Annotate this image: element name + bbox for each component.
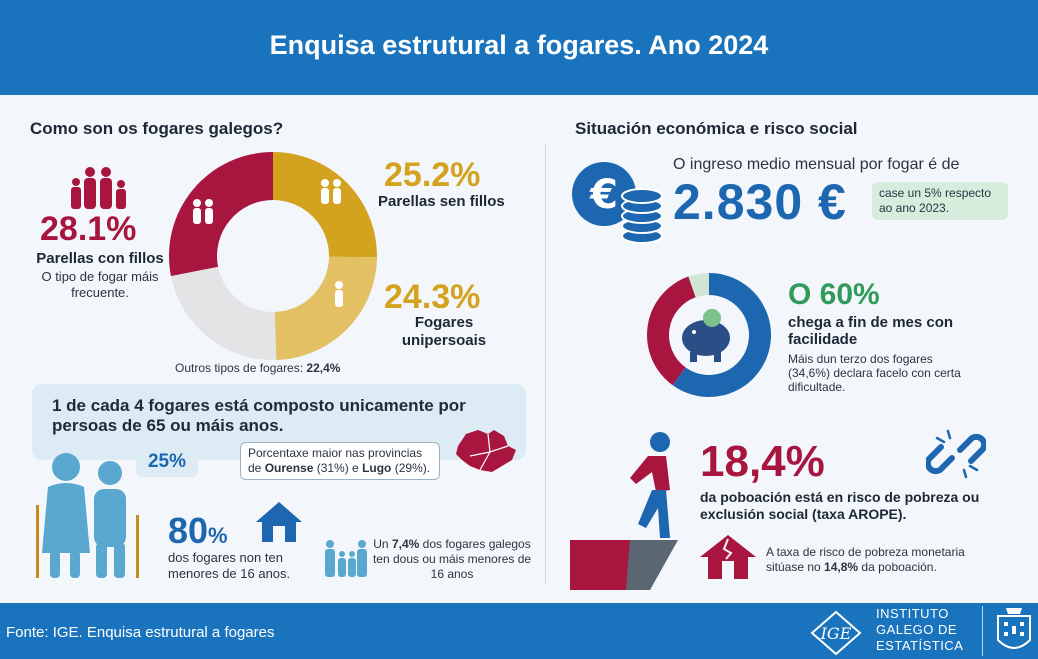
donut-segment-rest — [688, 273, 709, 298]
other-households-pct: 22,4% — [306, 361, 341, 375]
donut-segment-single — [274, 256, 377, 360]
provinces-note-part2: (31%) e — [313, 461, 363, 475]
kids16-text-b: dos fogares galegos ten dous ou máis men… — [372, 537, 532, 581]
end-of-month-note: Máis dun terzo dos fogares (34,6%) decla… — [788, 352, 961, 394]
other-households-label: Outros tipos de fogares: 22,4% — [175, 361, 340, 375]
institute-name-line2: GALEGO DE — [876, 622, 958, 637]
left-section-title: Como son os fogares galegos? — [30, 119, 284, 138]
monetary-poverty-label: A taxa de risco de pobreza monetaria sit… — [766, 545, 996, 575]
ige-logo[interactable]: IGE — [810, 610, 862, 656]
no-kids16-pct-value: 80 — [168, 510, 209, 551]
couples-with-kids-note: O tipo de fogar máis frecuente. — [41, 269, 159, 300]
family-icon — [71, 167, 126, 209]
end-of-month-donut — [647, 273, 771, 397]
income-note-text: case un 5% respecto ao ano 2023. — [879, 186, 992, 215]
cracked-house-icon — [700, 535, 756, 579]
no-kids16-label: dos fogares non ten menores de 16 anos. — [168, 550, 291, 581]
page-title: Enquisa estrutural a fogares. Ano 2024 — [269, 30, 769, 60]
province-ourense: Ourense — [264, 461, 314, 475]
climbing-person-icon — [570, 432, 678, 590]
provinces-note-part3: (29%). — [391, 461, 431, 475]
euro-coins-icon: € — [572, 162, 663, 244]
family-with-kids-icon — [325, 540, 367, 577]
galicia-map-icon — [456, 430, 516, 472]
donut-segment-ease — [672, 273, 771, 397]
ige-logo-text: IGE — [820, 624, 852, 643]
header-bar — [0, 0, 1038, 95]
other-households-text: Outros tipos de fogares: — [175, 361, 304, 375]
provinces-note-box — [240, 442, 440, 480]
monetary-text-a: A taxa de risco de pobreza monetaria sit… — [766, 545, 965, 574]
monetary-pct: 14,8% — [824, 560, 859, 574]
elderly-pct-bubble: 25% — [136, 447, 198, 477]
section-divider — [545, 145, 546, 585]
elderly-headline: 1 de cada 4 fogares está composto unicam… — [52, 396, 466, 435]
end-of-month-label: chega a fin de mes con facilidade — [788, 314, 954, 348]
province-lugo: Lugo — [362, 461, 392, 475]
no-kids16-pct-sign: % — [208, 523, 228, 548]
piggy-bank-icon — [682, 309, 730, 362]
institute-name-line3: ESTATÍSTICA — [876, 638, 964, 653]
single-households-pct: 24.3% — [384, 278, 481, 316]
kids16-text-a: Un — [373, 537, 392, 551]
household-type-donut — [169, 152, 377, 360]
donut-segment-others — [170, 266, 277, 360]
svg-text:€: € — [589, 172, 618, 218]
footer-separator — [982, 606, 983, 656]
donut-segment-difficulty — [647, 276, 696, 386]
couple-icon — [193, 199, 213, 224]
source-text: Fonte: IGE. Enquisa estrutural a fogares — [6, 624, 275, 641]
arope-pct: 18,4% — [700, 437, 825, 486]
end-of-month-pct: O 60% — [788, 278, 880, 311]
couple-icon-2 — [321, 179, 341, 204]
donut-segment-couples-no-kids — [273, 152, 377, 258]
single-households-label: Fogares unipersoais — [401, 314, 487, 349]
elderly-couple-icon — [36, 453, 139, 578]
donut-segment-couples-with-kids — [169, 152, 273, 277]
house-icon — [256, 502, 302, 542]
provinces-note-part1: Porcentaxe maior nas provincias de — [248, 446, 423, 475]
provinces-note-text: Porcentaxe maior nas provincias de Ouren… — [248, 446, 436, 476]
institute-name-line1: INSTITUTO — [876, 606, 949, 621]
monetary-text-b: da poboación. — [858, 560, 937, 574]
xunta-coat-of-arms-icon — [997, 608, 1031, 649]
main-panel — [0, 95, 1038, 603]
no-kids16-pct: 80% — [168, 510, 228, 552]
arope-label: da poboación está en risco de pobreza ou… — [700, 489, 980, 522]
income-label: O ingreso medio mensual por fogar é de — [673, 156, 960, 173]
couples-with-kids-label: Parellas con fillos — [36, 250, 164, 267]
couples-no-kids-pct: 25.2% — [384, 156, 481, 194]
kids16-label: Un 7,4% dos fogares galegos ten dous ou … — [372, 537, 532, 582]
person-icon — [335, 281, 343, 307]
income-value: 2.830 € — [673, 174, 847, 230]
couples-no-kids-label: Parellas sen fillos — [378, 193, 505, 210]
income-note-box — [872, 182, 1008, 220]
kids16-pct: 7,4% — [391, 537, 420, 551]
broken-chain-icon — [926, 429, 986, 479]
footer-bar — [0, 603, 1038, 659]
couples-with-kids-pct: 28.1% — [40, 210, 137, 248]
right-section-title: Situación económica e risco social — [575, 119, 858, 138]
institute-name: INSTITUTO GALEGO DE ESTATÍSTICA — [876, 606, 963, 654]
